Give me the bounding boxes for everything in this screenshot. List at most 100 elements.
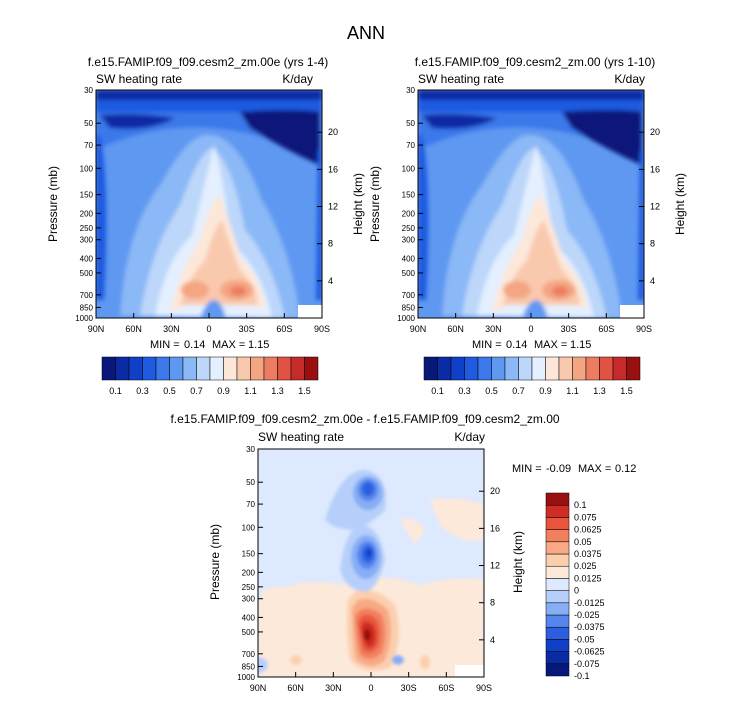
panel-2-right-axis-label: Height (km) <box>673 173 687 235</box>
latitude-tick-label: 60S <box>438 683 454 693</box>
panel-1-field <box>96 90 322 318</box>
panel-3-min-value: -0.09 <box>546 463 571 475</box>
colorbar-box <box>142 356 157 381</box>
pressure-tick-label: 100 <box>80 164 94 173</box>
pressure-tick-label: 850 <box>402 303 416 312</box>
pressure-tick-label: 30 <box>246 445 255 454</box>
colorbar-box <box>236 356 251 381</box>
height-tick-label: 12 <box>650 202 660 212</box>
colorbar-box <box>169 356 184 381</box>
figure-title: ANN <box>347 23 385 43</box>
panel-2-title: f.e15.FAMIP.f09_f09.cesm2_zm.00 (yrs 1-1… <box>415 55 656 69</box>
latitude-tick-label: 90S <box>476 683 492 693</box>
pressure-tick-label: 50 <box>84 119 93 128</box>
pressure-tick-label: 700 <box>80 291 94 300</box>
panel-2-plot <box>417 89 645 319</box>
panel-3-y-axis-label: Pressure (mb) <box>208 524 222 600</box>
colorbar-box <box>423 356 438 381</box>
colorbar-box <box>531 356 546 381</box>
height-tick-label: 8 <box>328 239 333 249</box>
colorbar-label: -0.0125 <box>574 598 605 608</box>
colorbar-label: 0.7 <box>512 386 525 396</box>
pressure-tick-label: 850 <box>242 662 256 671</box>
panel-3-max-value: 0.12 <box>615 463 636 475</box>
colorbar-label: 0.0125 <box>574 573 602 583</box>
colorbar-label: 1.5 <box>298 386 311 396</box>
panel-3: f.e15.FAMIP.f09_f09.cesm2_zm.00e - f.e15… <box>170 412 636 693</box>
height-tick-label: 20 <box>490 486 500 496</box>
colorbar-box <box>545 504 570 518</box>
latitude-tick-label: 0 <box>368 683 373 693</box>
pressure-tick-label: 250 <box>80 224 94 233</box>
pressure-tick-label: 1000 <box>75 314 93 323</box>
pressure-tick-label: 100 <box>242 523 256 532</box>
colorbar-box <box>182 356 197 381</box>
colorbar-box <box>155 356 170 381</box>
panel-3-plot <box>257 448 485 678</box>
pressure-tick-label: 50 <box>406 119 415 128</box>
colorbar-label: 1.3 <box>593 386 606 396</box>
pressure-tick-label: 300 <box>242 595 256 604</box>
pressure-tick-label: 150 <box>242 550 256 559</box>
colorbar-label: -0.1 <box>574 671 590 681</box>
pressure-tick-label: 250 <box>402 224 416 233</box>
panel-2-field <box>418 90 644 318</box>
height-tick-label: 16 <box>490 523 500 533</box>
panel-1-y-axis-label: Pressure (mb) <box>46 166 60 242</box>
colorbar-label: 0.075 <box>574 512 597 522</box>
panel-1-axes: 305070100150200250300400500700850100090N… <box>75 86 338 334</box>
panel-3-title: f.e15.FAMIP.f09_f09.cesm2_zm.00e - f.e15… <box>170 412 559 426</box>
height-tick-label: 20 <box>650 127 660 137</box>
latitude-tick-label: 30N <box>325 683 342 693</box>
colorbar-box <box>545 356 560 381</box>
latitude-tick-label: 30N <box>485 324 502 334</box>
panel-2-colorbar: 0.1 0.3 0.5 0.7 0.9 1.1 1.3 1.5 <box>423 356 641 396</box>
panel-2-y-axis-label: Pressure (mb) <box>368 166 382 242</box>
height-tick-label: 12 <box>490 561 500 571</box>
pressure-tick-label: 850 <box>80 303 94 312</box>
colorbar-label: 0.9 <box>217 386 230 396</box>
pressure-tick-label: 250 <box>242 583 256 592</box>
colorbar-label: -0.05 <box>574 634 595 644</box>
pressure-tick-label: 200 <box>242 568 256 577</box>
latitude-tick-label: 30S <box>561 324 577 334</box>
colorbar-box <box>585 356 600 381</box>
colorbar-box <box>599 356 614 381</box>
colorbar-label: 1.1 <box>566 386 579 396</box>
colorbar-box <box>545 602 570 616</box>
colorbar-box <box>209 356 224 381</box>
colorbar-label: 1.1 <box>244 386 257 396</box>
pressure-tick-label: 300 <box>402 236 416 245</box>
colorbar-label: 0 <box>574 586 579 596</box>
height-tick-label: 8 <box>650 239 655 249</box>
colorbar-box <box>304 356 319 381</box>
panel-3-axes: 305070100150200250300400500700850100090N… <box>237 445 500 693</box>
latitude-tick-label: 60S <box>276 324 292 334</box>
colorbar-box <box>626 356 641 381</box>
pressure-tick-label: 200 <box>402 209 416 218</box>
pressure-tick-label: 30 <box>406 86 415 95</box>
colorbar-box <box>250 356 265 381</box>
panel-3-min-label: MIN = <box>512 463 542 475</box>
colorbar-label: 0.3 <box>136 386 149 396</box>
height-tick-label: 16 <box>650 164 660 174</box>
colorbar-box <box>477 356 492 381</box>
colorbar-label: 0.025 <box>574 561 597 571</box>
pressure-tick-label: 70 <box>84 141 93 150</box>
colorbar-label: 0.05 <box>574 537 592 547</box>
panel-1-units-label: K/day <box>282 72 313 86</box>
colorbar-label: -0.025 <box>574 610 600 620</box>
colorbar-label: 1.5 <box>620 386 633 396</box>
colorbar-box <box>196 356 211 381</box>
pressure-tick-label: 150 <box>402 191 416 200</box>
pressure-tick-label: 700 <box>402 291 416 300</box>
pressure-tick-label: 500 <box>402 269 416 278</box>
colorbar-box <box>545 541 570 555</box>
height-tick-label: 4 <box>490 635 495 645</box>
height-tick-label: 20 <box>328 127 338 137</box>
colorbar-box <box>545 639 570 652</box>
pressure-tick-label: 400 <box>242 613 256 622</box>
colorbar-box <box>612 356 627 381</box>
